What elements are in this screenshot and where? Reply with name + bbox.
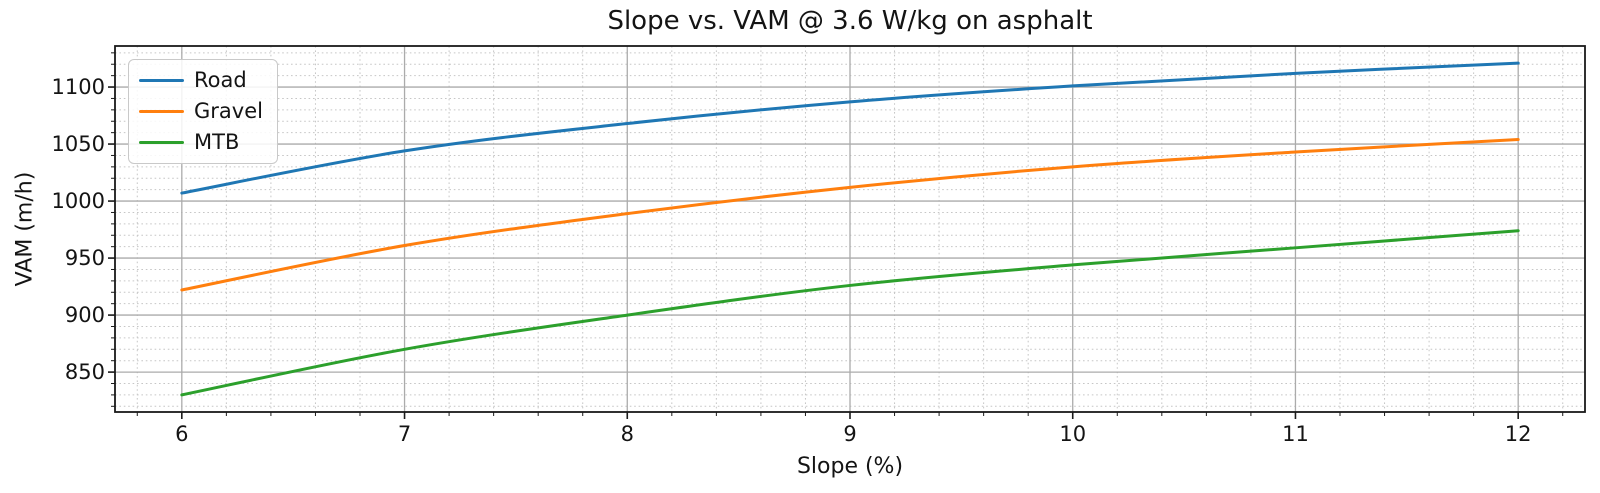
x-tick-label: 9 <box>843 422 857 446</box>
y-tick-label: 900 <box>64 302 105 327</box>
legend-label: Road <box>194 68 247 92</box>
x-tick-label: 6 <box>175 422 189 446</box>
x-tick-label: 8 <box>620 422 634 446</box>
legend: Road Gravel MTB <box>128 59 278 164</box>
series-gravel-line <box>180 137 1520 292</box>
legend-line-sample <box>139 109 184 114</box>
series-road-line <box>180 61 1520 195</box>
series-mtb-line <box>180 229 1520 397</box>
legend-label: Gravel <box>194 99 263 123</box>
legend-item-gravel: Gravel <box>139 99 269 124</box>
chart-title: Slope vs. VAM @ 3.6 W/kg on asphalt <box>607 6 1093 36</box>
legend-label: MTB <box>194 130 240 154</box>
legend-item-road: Road <box>139 68 269 93</box>
y-tick-label: 1100 <box>51 74 105 99</box>
y-tick-label: 950 <box>64 245 105 270</box>
x-tick-label: 11 <box>1282 422 1309 446</box>
legend-line-sample <box>139 140 184 145</box>
x-tick-label: 7 <box>397 422 412 446</box>
x-axis-label: Slope (%) <box>796 454 904 479</box>
x-tick-label: 10 <box>1059 422 1087 446</box>
y-tick-label: 1050 <box>51 131 105 156</box>
legend-item-mtb: MTB <box>139 130 269 155</box>
axes-spines <box>114 45 1586 413</box>
legend-line-sample <box>139 78 184 83</box>
x-tick-label: 12 <box>1504 422 1532 446</box>
y-tick-label: 850 <box>64 359 105 384</box>
y-tick-label: 1000 <box>51 188 105 213</box>
